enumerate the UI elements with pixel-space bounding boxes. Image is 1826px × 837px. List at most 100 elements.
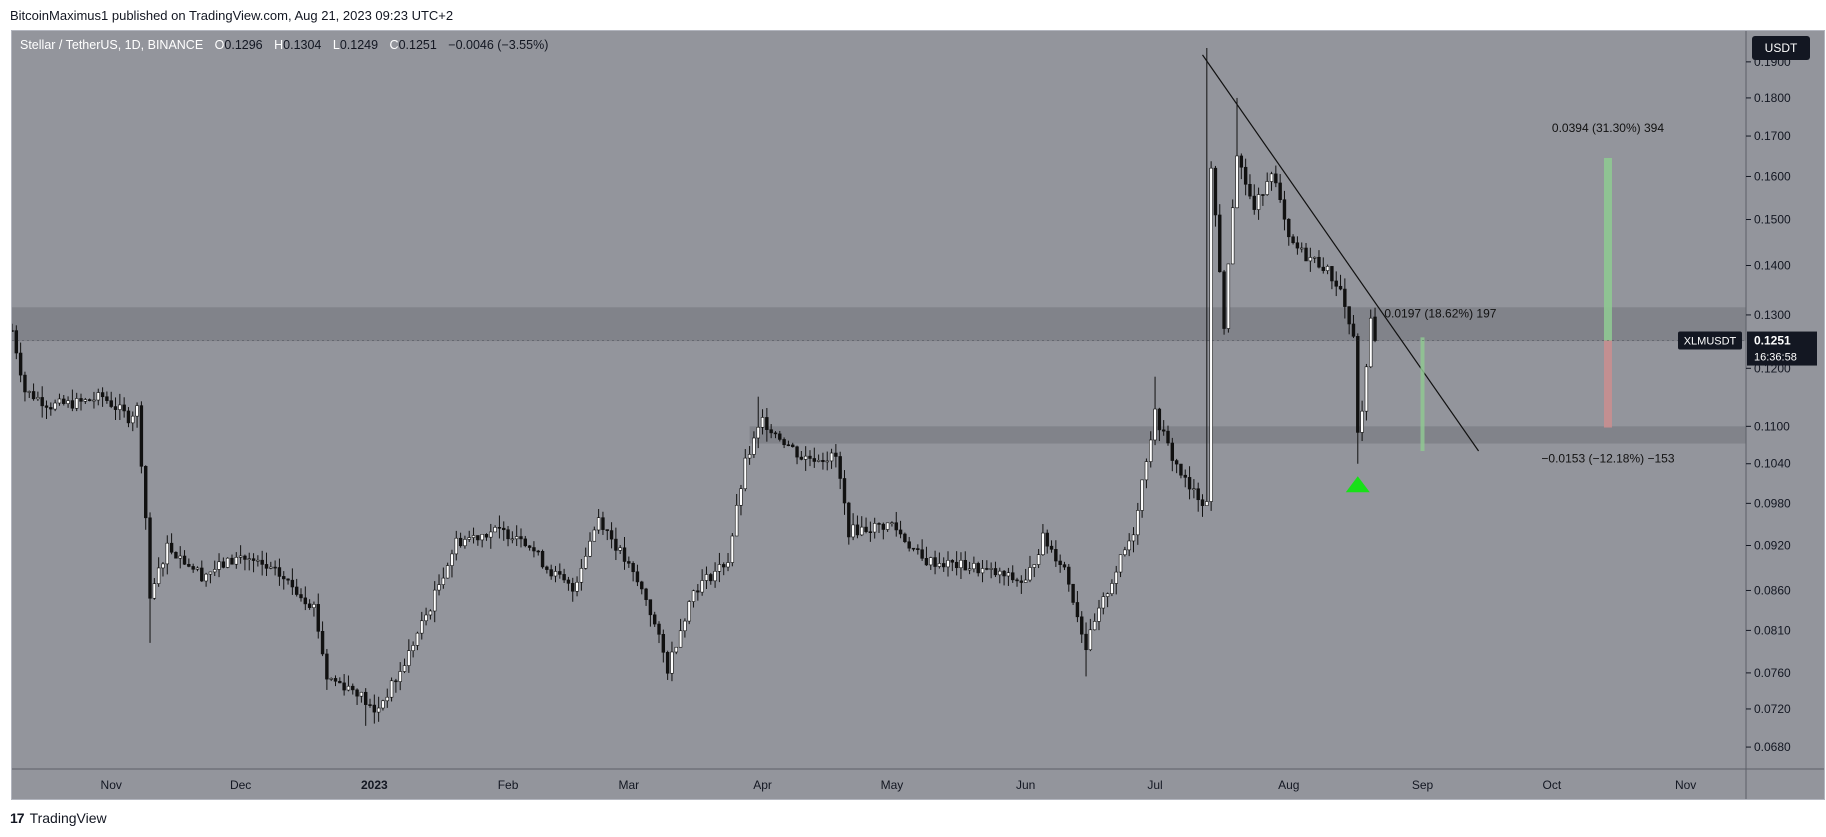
candle-body	[579, 568, 584, 583]
bearish-candle	[14, 325, 19, 360]
candle-body	[338, 680, 342, 684]
price-chart[interactable]: 0.0197 (18.62%) 197 0.0394 (31.30%) 394 −0…	[12, 31, 1824, 799]
bearish-candle	[394, 678, 398, 693]
candle-body	[916, 548, 920, 551]
bullish-candle	[1226, 263, 1231, 333]
bearish-candle	[1054, 540, 1058, 567]
bearish-candle	[282, 571, 286, 590]
candle-body	[829, 452, 834, 462]
candle-body	[1161, 429, 1166, 432]
candle-body	[1243, 166, 1248, 185]
bullish-candle	[596, 509, 601, 534]
candle-body	[14, 330, 19, 354]
candle-body	[1373, 316, 1377, 341]
bearish-candle	[791, 442, 795, 448]
bearish-candle	[1222, 269, 1226, 335]
candle-body	[657, 623, 661, 635]
candle-body	[989, 568, 993, 570]
bearish-candle	[855, 515, 860, 539]
bearish-candle	[316, 593, 320, 639]
bullish-candle	[1312, 256, 1317, 264]
bearish-candle	[661, 629, 666, 663]
bearish-candle	[571, 577, 575, 602]
candle-body	[178, 555, 182, 559]
candle-body	[428, 610, 433, 616]
candle-body	[1360, 410, 1364, 433]
bullish-candle	[467, 530, 471, 542]
candle-body	[678, 630, 683, 648]
bullish-candle	[860, 516, 864, 537]
candle-body	[402, 665, 407, 672]
candle-body	[1097, 607, 1101, 622]
bearish-candle	[549, 564, 553, 580]
bullish-candle	[437, 574, 441, 596]
candle-body	[329, 678, 333, 680]
candle-body	[53, 402, 57, 410]
candle-body	[860, 526, 864, 536]
candle-body	[1028, 567, 1032, 581]
candle-body	[1006, 572, 1011, 577]
candle-body	[527, 545, 532, 548]
bearish-candle	[1321, 257, 1325, 274]
candle-body	[1334, 280, 1338, 287]
candle-body	[105, 396, 109, 401]
candle-body	[747, 454, 752, 459]
bullish-candle	[247, 552, 251, 571]
bearish-candle	[786, 440, 791, 447]
candle-body	[631, 563, 635, 573]
bearish-candle	[1317, 250, 1321, 269]
y-tick-label: 0.1600	[1754, 169, 1791, 183]
candle-body	[458, 537, 463, 547]
candle-body	[424, 614, 428, 622]
y-tick-label: 0.0760	[1754, 666, 1791, 680]
bearish-candle	[1200, 494, 1205, 517]
bullish-candle	[66, 396, 70, 408]
candle-body	[571, 583, 575, 592]
candle-body	[640, 581, 644, 590]
legend-high-value: 0.1304	[283, 38, 322, 52]
bearish-candle	[290, 568, 295, 595]
candle-body	[1157, 408, 1162, 431]
bullish-candle	[691, 589, 696, 608]
candle-body	[627, 561, 631, 564]
candle-body	[342, 682, 346, 691]
candle-body	[752, 437, 756, 455]
candle-body	[135, 405, 139, 417]
candle-body	[144, 466, 148, 519]
bearish-candle	[1170, 437, 1175, 472]
bearish-candle	[1338, 274, 1343, 291]
bearish-candle	[1213, 165, 1218, 227]
candle-body	[1071, 583, 1075, 603]
bearish-candle	[113, 397, 118, 420]
bearish-candle	[294, 578, 299, 597]
candle-body	[532, 547, 536, 552]
bullish-candle	[428, 609, 433, 620]
bearish-candle	[31, 383, 36, 401]
currency-button[interactable]: USDT	[1752, 36, 1810, 60]
candle-body	[998, 570, 1002, 576]
chart-legend: Stellar / TetherUS, 1D, BINANCE O0.1296 …	[20, 38, 548, 52]
candle-body	[1274, 173, 1278, 184]
candle-body	[1312, 256, 1317, 259]
bearish-candle	[286, 578, 290, 585]
bullish-candle	[1153, 376, 1157, 446]
bearish-candle	[769, 424, 773, 439]
candle-body	[497, 527, 502, 529]
candle-body	[933, 557, 937, 567]
candle-body	[1136, 510, 1140, 536]
candle-body	[92, 399, 96, 402]
bearish-candle	[1351, 314, 1356, 339]
bullish-candle	[156, 557, 161, 587]
measure-label-upside: 0.0394 (31.30%) 394	[1552, 121, 1664, 135]
footer-brand: TradingView	[29, 810, 107, 826]
y-tick-label: 0.0980	[1754, 496, 1791, 510]
candle-body	[182, 555, 187, 565]
measure-label-breakout: 0.0197 (18.62%) 197	[1384, 306, 1496, 320]
candle-body	[139, 405, 144, 467]
candle-body	[773, 432, 778, 435]
bullish-candle	[1149, 431, 1153, 468]
bearish-candle	[182, 550, 187, 565]
bearish-candle	[1015, 577, 1019, 587]
legend-close-label: C	[389, 38, 399, 52]
bullish-candle	[734, 493, 739, 537]
